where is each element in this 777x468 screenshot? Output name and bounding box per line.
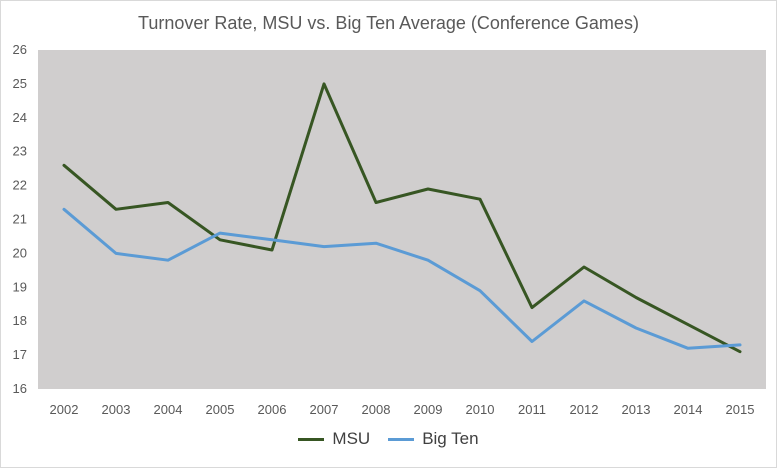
- legend-label-big-ten: Big Ten: [422, 429, 479, 448]
- x-tick-label: 2013: [622, 402, 651, 417]
- legend-label-msu: MSU: [332, 429, 371, 448]
- x-tick-label: 2009: [414, 402, 443, 417]
- y-tick-label: 16: [13, 381, 27, 396]
- y-tick-label: 20: [13, 245, 27, 260]
- x-tick-label: 2007: [310, 402, 339, 417]
- series-line-msu: [62, 82, 742, 354]
- chart-title: Turnover Rate, MSU vs. Big Ten Average (…: [138, 13, 639, 33]
- y-tick-label: 21: [13, 212, 27, 227]
- y-tick-label: 18: [13, 313, 27, 328]
- legend-item-big-ten: Big Ten: [388, 429, 479, 449]
- legend-swatch-msu: [298, 437, 325, 441]
- legend: MSU Big Ten: [1, 429, 776, 449]
- y-tick-label: 22: [13, 178, 27, 193]
- plot-area: [38, 50, 766, 389]
- y-tick-label: 26: [13, 42, 27, 57]
- series-line-big-ten: [62, 207, 742, 350]
- legend-swatch-big-ten: [388, 437, 415, 441]
- x-tick-label: 2012: [570, 402, 599, 417]
- y-tick-label: 25: [13, 76, 27, 91]
- x-tick-label: 2005: [206, 402, 235, 417]
- x-tick-label: 2004: [154, 402, 183, 417]
- x-tick-label: 2008: [362, 402, 391, 417]
- legend-item-msu: MSU: [298, 429, 370, 449]
- x-tick-label: 2011: [518, 402, 546, 417]
- x-tick-label: 2002: [50, 402, 79, 417]
- y-tick-label: 19: [13, 279, 27, 294]
- y-tick-label: 24: [13, 110, 27, 125]
- x-tick-label: 2003: [102, 402, 131, 417]
- y-tick-label: 23: [13, 144, 27, 159]
- x-tick-label: 2015: [726, 402, 755, 417]
- x-tick-label: 2014: [674, 402, 703, 417]
- x-tick-label: 2010: [466, 402, 495, 417]
- y-tick-label: 17: [13, 347, 27, 362]
- x-tick-label: 2006: [258, 402, 287, 417]
